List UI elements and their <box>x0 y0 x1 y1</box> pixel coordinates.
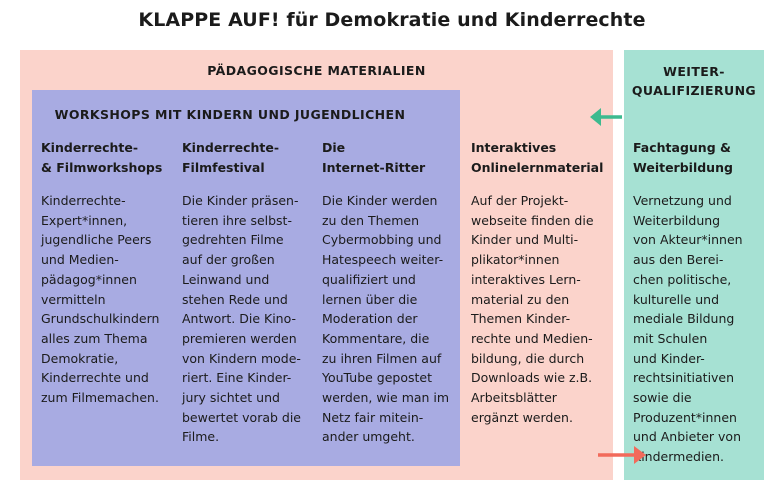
interaktives-lernmaterial-column: Interaktives Onlinelernmaterial Auf der … <box>471 138 609 427</box>
column-body: Vernetzung und Weiterbildung von Akteur*… <box>633 193 743 465</box>
workshop-column-internet-ritter: Die Internet-Ritter Die Kinder werden zu… <box>322 138 457 447</box>
page-title: KLAPPE AUF! für Demokratie und Kinderrec… <box>138 9 646 31</box>
column-heading: Fachtagung & Weiterbildung <box>633 140 733 175</box>
column-body: Auf der Projekt- webseite finden die Kin… <box>471 193 594 425</box>
column-body: Kinderrechte- Expert*innen, jugendliche … <box>41 193 160 406</box>
workshop-column-filmfestival: Kinderrechte- Filmfestival Die Kinder pr… <box>182 138 317 447</box>
column-heading: Kinderrechte- Filmfestival <box>182 140 280 175</box>
workshops-panel <box>32 90 460 466</box>
workshops-title: WORKSHOPS MIT KINDERN UND JUGENDLICHEN <box>54 107 406 122</box>
column-heading: Kinderrechte- & Filmworkshops <box>41 140 163 175</box>
weiterqualifizierung-panel <box>624 50 764 480</box>
workshop-column-filmworkshops: Kinderrechte- & Filmworkshops Kinderrech… <box>41 138 176 408</box>
column-body: Die Kinder werden zu den Themen Cybermob… <box>322 193 450 445</box>
column-heading: Die Internet-Ritter <box>322 140 426 175</box>
column-body: Die Kinder präsen- tieren ihre selbst- g… <box>182 193 301 445</box>
fachtagung-column: Fachtagung & Weiterbildung Vernetzung un… <box>633 138 761 467</box>
paedagogische-materialien-title: PÄDAGOGISCHE MATERIALIEN <box>207 63 426 78</box>
arrow-right-icon <box>598 446 646 464</box>
weiterqualifizierung-title: WEITER- QUALIFIZIERUNG <box>631 64 757 98</box>
arrow-left-icon <box>590 108 622 126</box>
column-heading: Interaktives Onlinelernmaterial <box>471 140 604 175</box>
